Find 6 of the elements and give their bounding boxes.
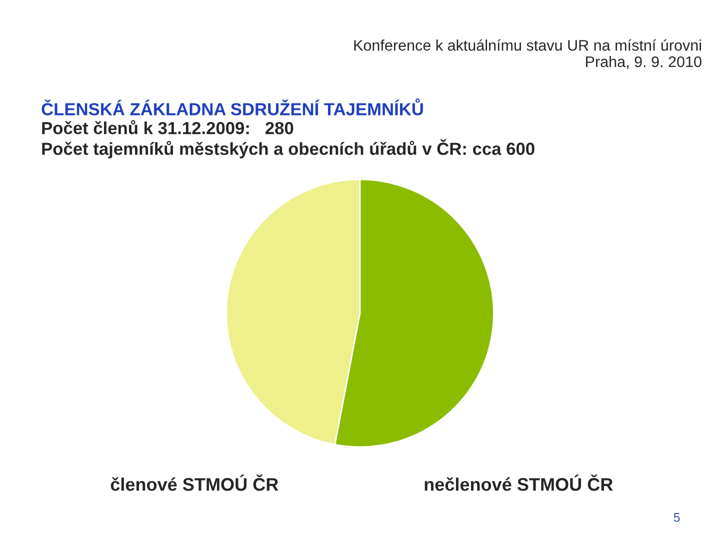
slice-label: nečlenové STMOÚ ČR — [424, 474, 613, 491]
text: 5 — [674, 513, 680, 522]
chart-subtitle: Počet členů k 31.12.2009: 280 Počet tajemníků městských a obecních úřadů v ČR: cca 600 — [42, 120, 534, 158]
slice-label: členové STMOÚ ČR — [110, 474, 278, 491]
chart-title: ČLENSKÁ ZÁKLADNA SDRUŽENÍ TAJEMNÍKŮ — [42, 98, 423, 116]
text: Konference k aktuálnímu stavu UR na místní úrovni Praha, 9. 9. 2010 — [354, 39, 702, 69]
